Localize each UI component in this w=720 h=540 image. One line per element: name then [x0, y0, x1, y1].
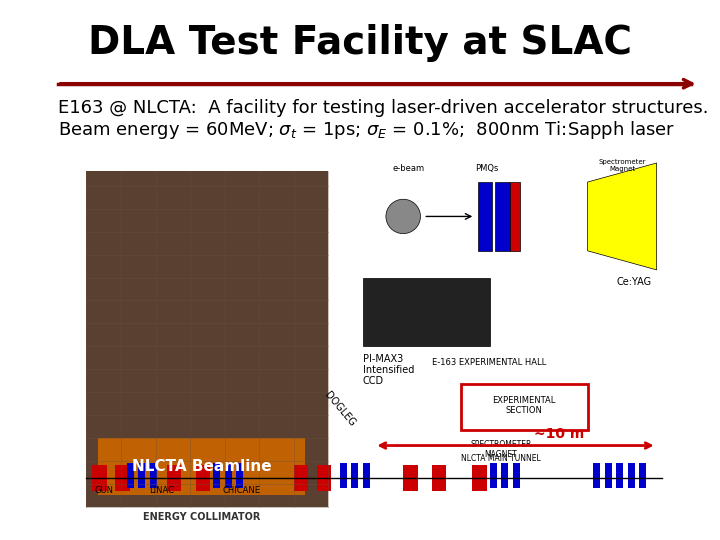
FancyBboxPatch shape [616, 463, 624, 488]
FancyBboxPatch shape [639, 463, 647, 488]
Text: SPECTROMETER
MAGNET: SPECTROMETER MAGNET [470, 440, 532, 459]
FancyBboxPatch shape [478, 182, 492, 251]
FancyBboxPatch shape [86, 171, 328, 507]
FancyBboxPatch shape [115, 464, 130, 491]
FancyBboxPatch shape [363, 463, 370, 488]
Text: PI-MAX3: PI-MAX3 [363, 354, 403, 363]
FancyBboxPatch shape [98, 438, 305, 495]
Text: Spectrometer
Magnet: Spectrometer Magnet [598, 159, 646, 172]
Text: DLA Test Facility at SLAC: DLA Test Facility at SLAC [88, 24, 632, 62]
FancyBboxPatch shape [495, 182, 510, 251]
Ellipse shape [386, 199, 420, 234]
FancyBboxPatch shape [501, 463, 508, 488]
Text: CHICANE: CHICANE [223, 486, 261, 495]
FancyBboxPatch shape [605, 463, 612, 488]
Text: e-beam: e-beam [393, 164, 425, 173]
Text: ~10 m: ~10 m [534, 427, 584, 441]
FancyBboxPatch shape [150, 463, 157, 488]
FancyBboxPatch shape [138, 463, 145, 488]
FancyBboxPatch shape [196, 464, 210, 491]
FancyBboxPatch shape [127, 463, 134, 488]
FancyBboxPatch shape [92, 464, 107, 491]
FancyBboxPatch shape [317, 464, 331, 491]
FancyBboxPatch shape [403, 464, 418, 491]
Text: EXPERIMENTAL
SECTION: EXPERIMENTAL SECTION [492, 396, 556, 415]
Text: ENERGY COLLIMATOR: ENERGY COLLIMATOR [143, 512, 261, 522]
FancyBboxPatch shape [167, 464, 181, 491]
FancyBboxPatch shape [351, 463, 359, 488]
FancyBboxPatch shape [628, 463, 635, 488]
Text: Ce:YAG: Ce:YAG [616, 277, 652, 287]
Text: DOGLEG: DOGLEG [323, 390, 357, 428]
FancyBboxPatch shape [510, 182, 520, 251]
Text: NLCTA Beamline: NLCTA Beamline [132, 459, 271, 474]
FancyBboxPatch shape [490, 463, 497, 488]
FancyBboxPatch shape [461, 384, 588, 430]
Text: E163 @ NLCTA:  A facility for testing laser-driven accelerator structures.: E163 @ NLCTA: A facility for testing las… [58, 99, 708, 117]
FancyBboxPatch shape [513, 463, 520, 488]
FancyBboxPatch shape [294, 464, 308, 491]
Text: NLCTA MAIN TUNNEL: NLCTA MAIN TUNNEL [462, 454, 541, 463]
FancyBboxPatch shape [472, 464, 487, 491]
FancyBboxPatch shape [236, 463, 243, 488]
Text: LINAC: LINAC [149, 486, 174, 495]
Text: Intensified: Intensified [363, 365, 414, 375]
Polygon shape [588, 163, 657, 270]
Text: Beam energy = 60MeV; $\sigma_t$ = 1ps; $\sigma_E$ = 0.1%;  800nm Ti:Sapph laser: Beam energy = 60MeV; $\sigma_t$ = 1ps; $… [58, 119, 675, 140]
FancyBboxPatch shape [340, 463, 347, 488]
Text: CCD: CCD [363, 376, 384, 387]
FancyBboxPatch shape [213, 463, 220, 488]
FancyBboxPatch shape [363, 278, 490, 346]
FancyBboxPatch shape [432, 464, 446, 491]
Text: E-163 EXPERIMENTAL HALL: E-163 EXPERIMENTAL HALL [433, 359, 546, 367]
Text: GUN: GUN [94, 486, 113, 495]
FancyBboxPatch shape [225, 463, 232, 488]
Text: PMQs: PMQs [475, 164, 498, 173]
FancyBboxPatch shape [593, 463, 600, 488]
